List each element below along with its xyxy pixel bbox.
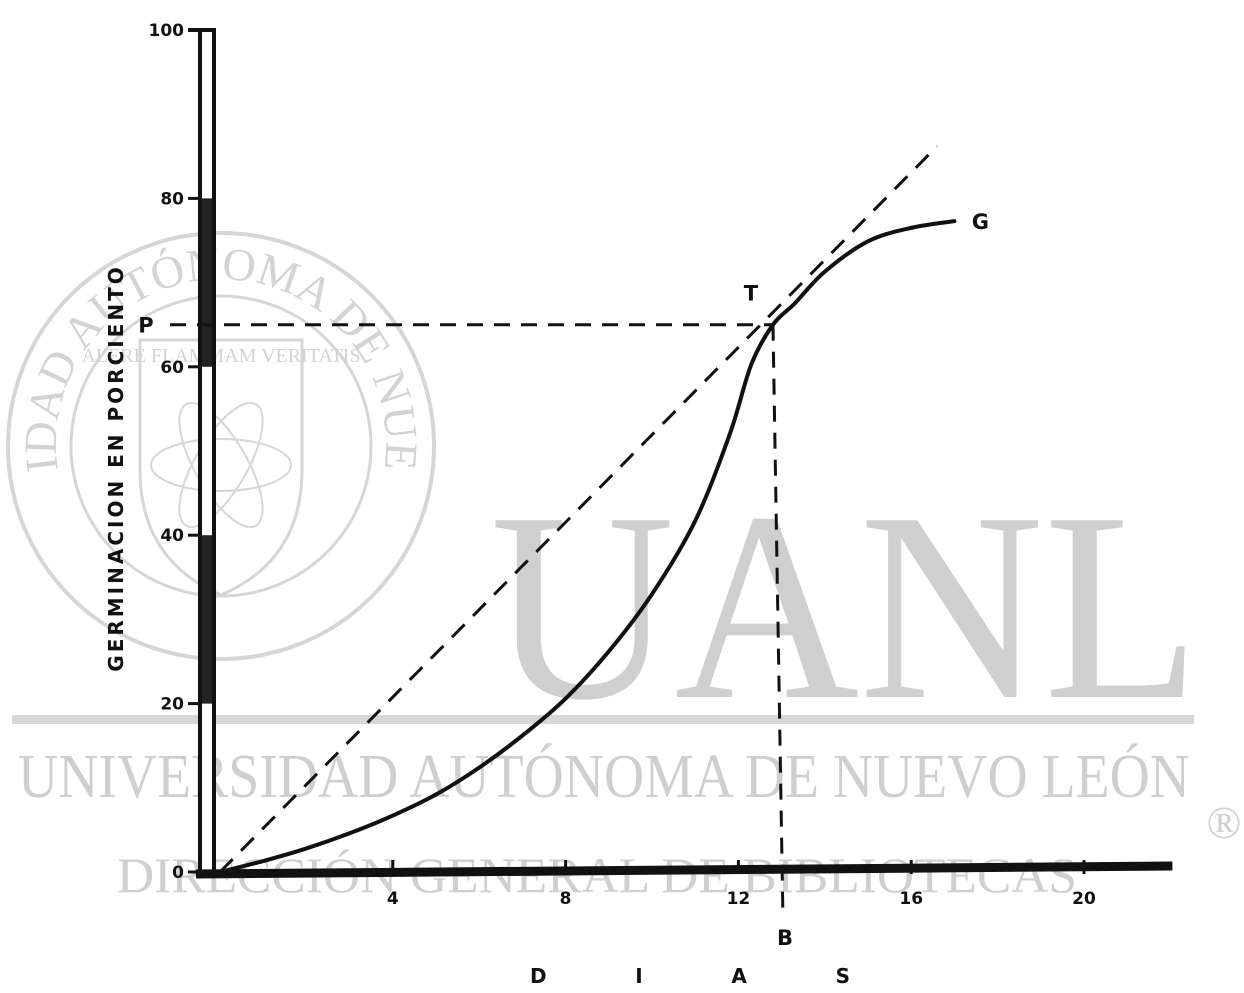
guide-lines (170, 323, 785, 919)
y-tick-label: 60 (160, 358, 184, 378)
x-tick-label: 12 (727, 889, 751, 909)
y-axis-hatch (202, 535, 212, 704)
x-ticks: 4 8 12 16 20 (387, 860, 1096, 909)
watermark-rule (12, 715, 1194, 724)
seal-motto: ALERE FLAMMAM VERITATIS (81, 345, 360, 367)
watermark-university: UNIVERSIDAD AUTÓNOMA DE NUEVO LEÓN (18, 743, 1190, 811)
y-tick-label: 20 (160, 695, 184, 715)
watermark-uanl: UANL (490, 457, 1200, 756)
x-tick-label: 4 (387, 889, 399, 909)
series-layer (218, 145, 957, 874)
y-axis-column (198, 28, 216, 874)
curve-label-g: G (972, 210, 989, 234)
point-label-p: P (138, 314, 153, 338)
y-tick-label: 0 (172, 863, 184, 883)
uanl-watermark: UNIVERSIDAD AUTÓNOMA DE NUEVO LEÓN ALERE… (0, 0, 1241, 903)
germination-curve-g (218, 219, 957, 874)
y-ticks: 0 20 40 60 80 100 (149, 21, 200, 883)
point-label-b: B (777, 926, 793, 950)
y-axis-title: GERMINACION EN PORCIENTO (104, 264, 128, 671)
registered-mark: ® (1207, 797, 1242, 848)
y-tick-label: 40 (160, 526, 184, 546)
tangent-line (218, 145, 939, 874)
x-tick-label: 20 (1072, 889, 1096, 909)
annotations: T P B G (138, 210, 989, 950)
x-tick-label: 8 (560, 889, 572, 909)
x-axis-title: D I A S (530, 964, 850, 988)
vertical-guide-b (771, 324, 785, 919)
point-label-t: T (744, 282, 759, 306)
x-tick-label: 16 (899, 889, 923, 909)
plot-area: 0 20 40 60 80 100 4 8 12 16 20 T P B G GERMINACION E… (104, 21, 1173, 988)
y-axis-hatch (202, 198, 212, 367)
y-tick-label: 100 (149, 21, 185, 41)
university-seal: UNIVERSIDAD AUTÓNOMA DE NUEVO LEÓN ALERE… (0, 0, 436, 661)
x-axis (195, 861, 1173, 879)
y-tick-label: 80 (160, 189, 184, 209)
